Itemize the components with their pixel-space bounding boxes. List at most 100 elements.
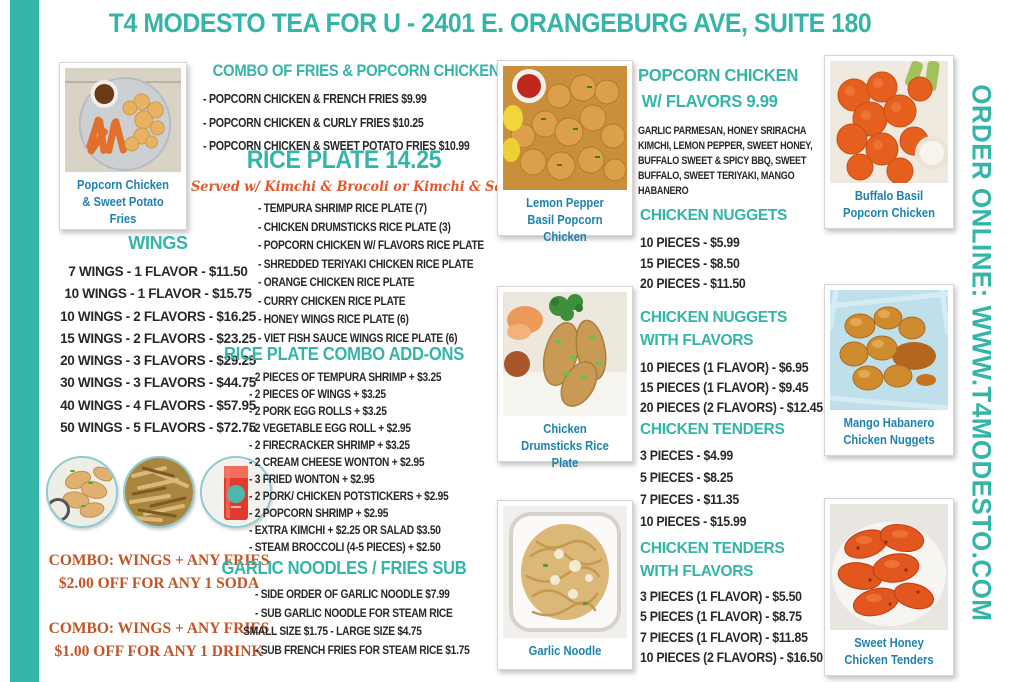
- page-title: T4 MODESTO TEA FOR U - 2401 E. ORANGEBUR…: [108, 8, 872, 38]
- menu-item: - HONEY WINGS RICE PLATE (6): [258, 312, 409, 326]
- menu-item: - SUB FRENCH FRIES FOR STEAM RICE $1.75: [255, 642, 470, 657]
- tenders-flavors-section-title: CHICKEN TENDERS WITH FLAVORS: [640, 540, 785, 580]
- menu-item: SMALL SIZE $1.75 - LARGE SIZE $4.75: [243, 624, 422, 638]
- combo-fries-section-title: COMBO OF FRIES & POPCORN CHICKEN: [212, 62, 500, 80]
- wings-price-item: 20 WINGS - 3 FLAVORS - $29.25: [60, 353, 256, 369]
- nuggets-flavors-section-title: CHICKEN NUGGETS WITH FLAVORS: [640, 309, 788, 349]
- menu-item: 20 PIECES - $11.50: [640, 275, 746, 291]
- photo-caption: Mango Habanero Chicken Nuggets: [843, 415, 935, 447]
- wings-fries-soda-combo-note: COMBO: WINGS + ANY FRIES $2.00 OFF FOR A…: [48, 552, 270, 592]
- garlic-sub-section-title: GARLIC NOODLES / FRIES SUB: [221, 558, 467, 578]
- nuggets-section-title: CHICKEN NUGGETS: [640, 207, 788, 224]
- fried-wings-photo: [46, 456, 118, 528]
- menu-item: - POPCORN CHICKEN & CURLY FRIES $10.25: [203, 115, 424, 130]
- menu-item: 5 PIECES - $8.25: [640, 469, 734, 485]
- wings-fries-drink-combo-note: COMBO: WINGS + ANY FRIES $1.00 OFF FOR A…: [48, 620, 270, 660]
- menu-item: - ORANGE CHICKEN RICE PLATE: [258, 275, 415, 289]
- menu-item: - TEMPURA SHRIMP RICE PLATE (7): [258, 201, 427, 215]
- menu-item: - 2 PORK/ CHICKEN POTSTICKERS + $2.95: [249, 489, 449, 503]
- menu-item: 5 PIECES (1 FLAVOR) - $8.75: [640, 608, 802, 625]
- garlic-sub-list: - SIDE ORDER OF GARLIC NOODLE $7.99 - SU…: [243, 585, 470, 659]
- rice-plate-section-title: RICE PLATE 14.25: [246, 146, 442, 174]
- menu-item: 3 PIECES - $4.99: [640, 447, 734, 463]
- menu-item: - VIET FISH SAUCE WINGS RICE PLATE (6): [258, 330, 458, 345]
- menu-item: 7 PIECES - $11.35: [640, 491, 739, 507]
- menu-item: 10 PIECES (1 FLAVOR) - $6.95: [640, 359, 809, 375]
- popcorn-chicken-sweet-potato-fries-photo: [65, 68, 181, 172]
- menu-item: - 2 POPCORN SHRIMP + $2.95: [249, 506, 389, 520]
- menu-item: - SIDE ORDER OF GARLIC NOODLE $7.99: [255, 587, 450, 601]
- popcorn-flavor-list: GARLIC PARMESAN, HONEY SRIRACHA KIMCHI, …: [638, 125, 813, 197]
- addons-section-title: RICE PLATE COMBO ADD-ONS: [224, 344, 464, 364]
- menu-item: - 2 CREAM CHEESE WONTON + $2.95: [249, 455, 425, 469]
- iced-drink-photo: [200, 456, 272, 528]
- menu-item: - 2 VEGETABLE EGG ROLL + $2.95: [249, 421, 411, 435]
- menu-item: 20 PIECES (2 FLAVORS) - $12.45: [640, 399, 823, 415]
- order-online-banner: ORDER ONLINE: WWW.T4MODESTO.COM: [952, 44, 1010, 662]
- popcorn-flavors-section-title: POPCORN CHICKEN W/ FLAVORS 9.99: [638, 65, 799, 111]
- wings-price-item: 10 WINGS - 1 FLAVOR - $15.75: [64, 286, 252, 302]
- addons-list: - 2 PIECES OF TEMPURA SHRIMP + $3.25 - 2…: [249, 369, 449, 556]
- menu-item: 7 PIECES (1 FLAVOR) - $11.85: [640, 628, 808, 645]
- mango-habanero-chicken-nuggets-photo: [830, 290, 948, 410]
- tenders-price-list: 3 PIECES - $4.99 5 PIECES - $8.25 7 PIEC…: [640, 444, 746, 532]
- fries-photo: [123, 456, 195, 528]
- photo-caption: Garlic Noodle: [528, 643, 602, 658]
- menu-item: 15 PIECES (1 FLAVOR) - $9.45: [640, 379, 809, 395]
- chicken-drumsticks-rice-plate-photo: [503, 292, 627, 416]
- menu-item: - 2 FIRECRACKER SHRIMP + $3.25: [249, 438, 410, 452]
- photo-card-sweet-honey: Sweet Honey Chicken Tenders: [824, 498, 954, 676]
- menu-item: - CURRY CHICKEN RICE PLATE: [258, 293, 406, 308]
- menu-item: - 3 FRIED WONTON + $2.95: [249, 472, 375, 486]
- wings-price-item: 10 WINGS - 2 FLAVORS - $16.25: [60, 308, 256, 324]
- wings-price-item: 40 WINGS - 4 FLAVORS - $57.95: [60, 397, 256, 413]
- menu-item: 10 PIECES (2 FLAVORS) - $16.50: [640, 648, 823, 665]
- photo-card-mango-nuggets: Mango Habanero Chicken Nuggets: [824, 284, 954, 456]
- wings-price-item: 7 WINGS - 1 FLAVOR - $11.50: [68, 264, 248, 279]
- photo-caption: Buffalo Basil Popcorn Chicken: [843, 188, 935, 220]
- wings-price-list: 7 WINGS - 1 FLAVOR - $11.50 10 WINGS - 1…: [23, 261, 293, 439]
- menu-item: - CHICKEN DRUMSTICKS RICE PLATE (3): [258, 219, 451, 234]
- rice-plate-list: - TEMPURA SHRIMP RICE PLATE (7) - CHICKE…: [258, 199, 484, 347]
- menu-item: - POPCORN CHICKEN & FRENCH FRIES $9.99: [203, 92, 427, 106]
- menu-item: 10 PIECES - $5.99: [640, 234, 740, 250]
- wings-price-item: 15 WINGS - 2 FLAVORS - $23.25: [60, 330, 256, 346]
- rice-plate-subtitle: Served w/ Kimchi & Brocoli or Kimchi & S…: [191, 179, 525, 195]
- photo-card-buffalo: Buffalo Basil Popcorn Chicken: [824, 55, 954, 229]
- wings-section-title: WINGS: [128, 233, 188, 253]
- photo-card-popcorn-fries: Popcorn Chicken & Sweet Potato Fries: [59, 62, 187, 230]
- menu-item: - SHREDDED TERIYAKI CHICKEN RICE PLATE: [258, 256, 474, 271]
- photo-caption: Sweet Honey Chicken Tenders: [844, 635, 934, 667]
- menu-item: - SUB GARLIC NOODLE FOR STEAM RICE: [255, 605, 453, 620]
- menu-item: - 2 PORK EGG ROLLS + $3.25: [249, 404, 387, 418]
- wings-price-item: 50 WINGS - 5 FLAVORS - $72.75: [60, 420, 256, 436]
- photo-card-drumsticks: Chicken Drumsticks Rice Plate: [497, 286, 633, 470]
- menu-item: - STEAM BROCCOLI (4-5 PIECES) + $2.50: [249, 540, 441, 554]
- menu-item: - POPCORN CHICKEN & SWEET POTATO FRIES $…: [203, 139, 470, 153]
- left-accent-bar: [10, 0, 39, 682]
- photo-card-lemon-pepper: Lemon Pepper Basil Popcorn Chicken: [497, 60, 633, 244]
- menu-item: 10 PIECES - $15.99: [640, 513, 747, 529]
- menu-item: - 2 PIECES OF WINGS + $3.25: [249, 387, 386, 401]
- photo-caption: Lemon Pepper Basil Popcorn Chicken: [526, 195, 604, 244]
- nuggets-price-list: 10 PIECES - $5.99 15 PIECES - $8.50 20 P…: [640, 232, 746, 294]
- menu-item: - POPCORN CHICKEN W/ FLAVORS RICE PLATE: [258, 238, 484, 252]
- photo-caption: Popcorn Chicken & Sweet Potato Fries: [77, 177, 169, 226]
- wings-price-item: 30 WINGS - 3 FLAVORS - $44.75: [60, 375, 256, 391]
- menu-item: - EXTRA KIMCHI + $2.25 OR SALAD $3.50: [249, 523, 441, 537]
- order-online-text: ORDER ONLINE: WWW.T4MODESTO.COM: [966, 84, 997, 622]
- nuggets-flavors-price-list: 10 PIECES (1 FLAVOR) - $6.95 15 PIECES (…: [640, 357, 823, 417]
- menu-item: 15 PIECES - $8.50: [640, 254, 740, 271]
- menu-item: 3 PIECES (1 FLAVOR) - $5.50: [640, 588, 802, 604]
- garlic-noodle-photo: [503, 506, 627, 638]
- photo-caption: Chicken Drumsticks Rice Plate: [521, 421, 609, 470]
- tenders-section-title: CHICKEN TENDERS: [640, 421, 785, 438]
- menu-item: - 2 PIECES OF TEMPURA SHRIMP + $3.25: [249, 370, 442, 384]
- tenders-flavors-price-list: 3 PIECES (1 FLAVOR) - $5.50 5 PIECES (1 …: [640, 586, 823, 667]
- photo-card-garlic-noodle: Garlic Noodle: [497, 500, 633, 670]
- sweet-honey-chicken-tenders-photo: [830, 504, 948, 630]
- combo-fries-list: - POPCORN CHICKEN & FRENCH FRIES $9.99 -…: [203, 88, 470, 159]
- lemon-pepper-basil-popcorn-chicken-photo: [503, 66, 627, 190]
- buffalo-basil-popcorn-chicken-photo: [830, 61, 948, 183]
